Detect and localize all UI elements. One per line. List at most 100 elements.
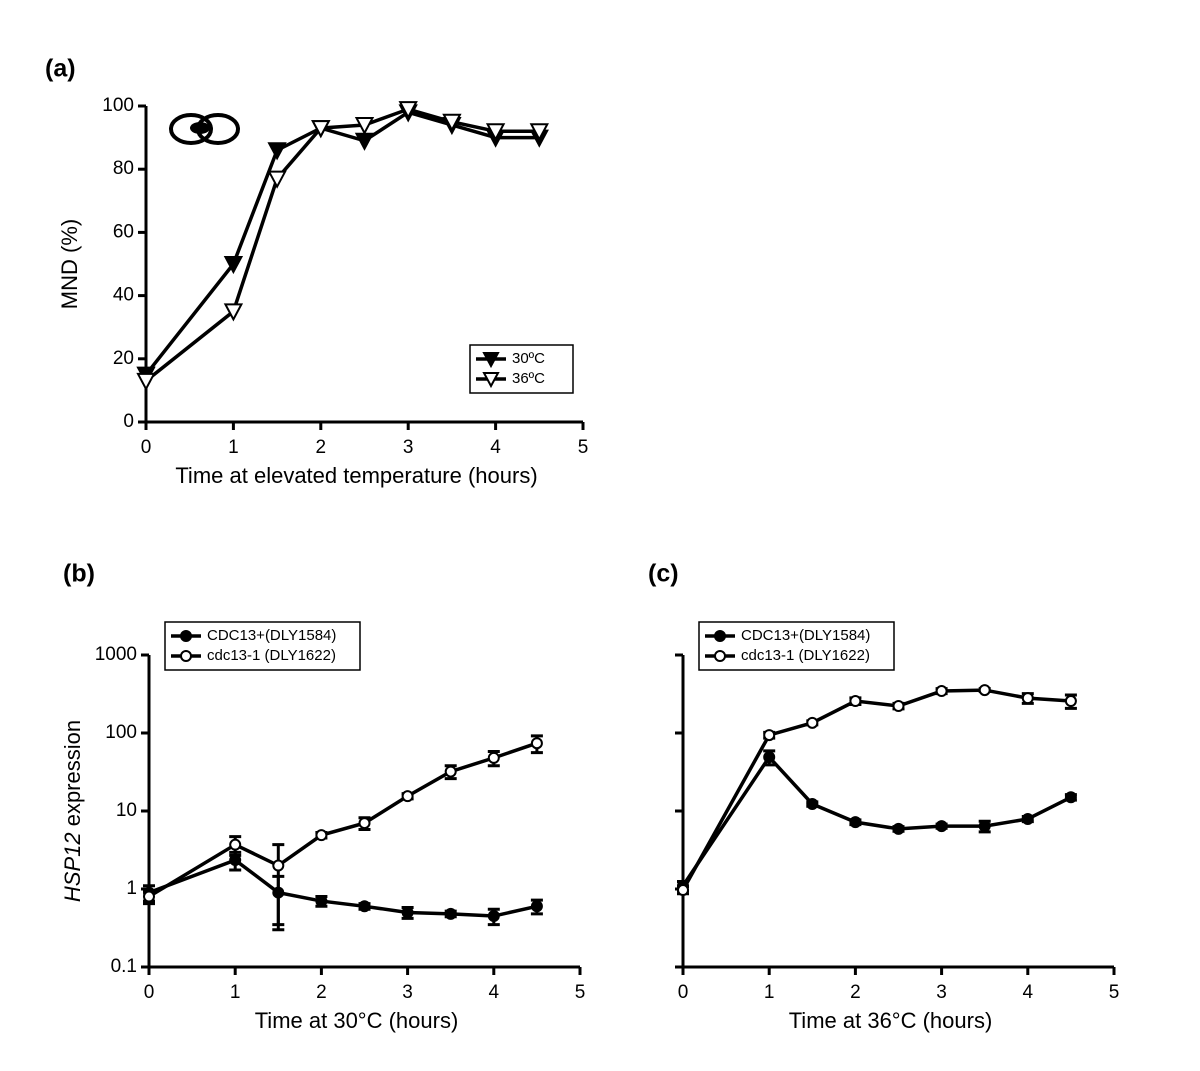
- marker: [1064, 695, 1077, 708]
- marker: [401, 906, 414, 919]
- marker: [315, 829, 328, 842]
- x-tick-label: 3: [402, 982, 413, 1003]
- marker: [1021, 812, 1034, 825]
- legend-box: [698, 621, 895, 671]
- series-line: [144, 107, 540, 383]
- x-tick-label: 4: [1023, 982, 1034, 1003]
- marker: [485, 123, 506, 142]
- marker: [849, 695, 862, 708]
- y-tick-label: 1: [126, 878, 137, 899]
- marker: [487, 751, 500, 764]
- marker: [487, 910, 500, 923]
- x-axis-label: Time at elevated temperature (hours): [175, 463, 537, 488]
- marker: [272, 859, 285, 872]
- marker: [763, 729, 776, 742]
- legend-label: 30ºC: [512, 350, 545, 367]
- x-tick-label: 5: [578, 437, 589, 458]
- marker: [398, 101, 418, 120]
- marker: [223, 256, 244, 275]
- legend-box: [164, 621, 361, 671]
- panel-label: (b): [63, 560, 95, 588]
- marker: [978, 820, 991, 833]
- legend-marker: [180, 630, 192, 642]
- x-tick-label: 4: [489, 982, 500, 1003]
- y-tick-label: 100: [102, 95, 134, 116]
- x-axis-label: Time at 30°C (hours): [255, 1008, 459, 1033]
- marker: [444, 765, 457, 778]
- y-tick-label: 80: [113, 158, 134, 179]
- y-axis-label-italic: HSP12: [60, 832, 85, 902]
- marker: [229, 838, 242, 851]
- marker: [763, 751, 776, 764]
- marker: [806, 716, 819, 729]
- marker: [935, 820, 948, 833]
- x-tick-label: 1: [230, 982, 241, 1003]
- error-bar: [272, 843, 285, 932]
- x-tick-label: 5: [575, 982, 586, 1003]
- y-tick-label: 40: [113, 285, 134, 306]
- marker: [223, 303, 244, 322]
- y-tick-label: 1000: [95, 644, 137, 665]
- y-axis-label-text: expression: [60, 720, 85, 833]
- legend-label: CDC13+(DLY1584): [741, 627, 870, 644]
- x-tick-label: 1: [764, 982, 775, 1003]
- panel-label: (c): [648, 560, 679, 588]
- marker: [354, 116, 375, 136]
- marker: [935, 685, 948, 698]
- marker: [978, 684, 991, 697]
- marker: [315, 895, 328, 908]
- y-tick-label: 60: [113, 221, 134, 242]
- x-tick-label: 5: [1109, 982, 1120, 1003]
- marker: [529, 123, 549, 142]
- y-axis-label: HSP12 expression: [60, 720, 85, 902]
- y-axis-label-text: MND (%): [57, 219, 82, 309]
- legend-marker: [482, 372, 500, 389]
- y-tick-label: 0: [123, 411, 134, 432]
- y-axis-label: MND (%): [57, 219, 82, 309]
- legend-marker: [714, 630, 726, 642]
- x-tick-label: 3: [403, 437, 414, 458]
- x-tick-label: 3: [936, 982, 947, 1003]
- marker: [806, 797, 819, 810]
- marker: [311, 120, 331, 139]
- series-line: [148, 858, 538, 918]
- x-tick-label: 4: [490, 437, 501, 458]
- marker: [892, 699, 905, 712]
- marker: [1064, 791, 1077, 804]
- legend-marker: [482, 352, 500, 369]
- marker: [444, 907, 457, 920]
- marker: [401, 790, 414, 803]
- marker: [1021, 692, 1034, 705]
- marker: [136, 372, 156, 392]
- y-tick-label: 20: [113, 348, 134, 369]
- x-tick-label: 0: [678, 982, 689, 1003]
- legend-label: CDC13+(DLY1584): [207, 627, 336, 644]
- marker: [442, 113, 462, 132]
- legend-marker: [714, 650, 726, 662]
- marker: [358, 817, 371, 830]
- marker: [354, 132, 375, 151]
- y-tick-label: 0.1: [111, 956, 137, 977]
- marker: [358, 900, 371, 913]
- series-line: [681, 754, 1072, 887]
- x-tick-label: 2: [316, 437, 327, 458]
- series-line: [148, 741, 538, 899]
- marker: [267, 142, 287, 161]
- y-tick-label: 100: [105, 722, 137, 743]
- marker: [530, 900, 543, 913]
- x-axis-label: Time at 36°C (hours): [789, 1008, 993, 1033]
- x-tick-label: 0: [144, 982, 155, 1003]
- marker: [849, 816, 862, 829]
- marker: [530, 737, 543, 750]
- x-tick-label: 2: [316, 982, 327, 1003]
- legend-marker: [180, 650, 192, 662]
- cell-icon: [169, 113, 240, 145]
- series-line: [681, 688, 1072, 891]
- y-tick-label: 10: [116, 800, 137, 821]
- marker: [267, 170, 287, 189]
- x-tick-label: 2: [850, 982, 861, 1003]
- panel-label: (a): [45, 55, 76, 83]
- x-tick-label: 0: [141, 437, 152, 458]
- marker: [892, 822, 905, 835]
